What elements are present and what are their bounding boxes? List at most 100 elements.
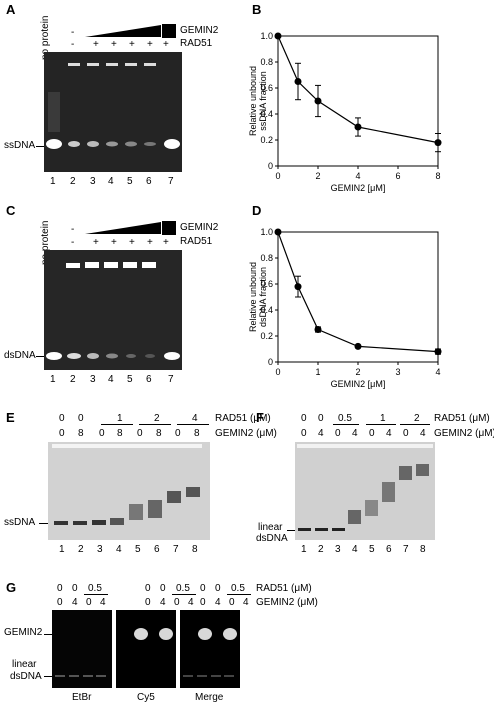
data-point (314, 97, 322, 105)
lane-5: 5 (369, 544, 375, 555)
rad51-value-3: 0.5 (231, 583, 245, 594)
data-point (294, 78, 302, 85)
x-tick-label: 0 (275, 367, 280, 377)
rad51-row-lane5: + (129, 39, 135, 50)
lane-2: 2 (70, 374, 76, 385)
x-tick-label: 1 (315, 367, 320, 377)
rad51-value-2: 0 (160, 583, 166, 594)
lane-2: 2 (78, 544, 84, 555)
band-label-ssdna: ssDNA (4, 517, 36, 528)
panel-label-c: C (6, 203, 16, 218)
gel-e (48, 442, 210, 540)
stain-label-etbr: EtBr (72, 692, 92, 703)
y-axis-label: Relative unbound (248, 66, 258, 136)
band-label-gemin2: GEMIN2 (4, 627, 43, 638)
rad51-bracket (366, 424, 396, 425)
panel-label-b: B (252, 2, 262, 17)
x-tick-label: 2 (315, 171, 320, 181)
y-tick-label: 1.0 (260, 31, 273, 41)
gemin-gradient-wedge (85, 25, 161, 37)
panel-label-f: F (256, 410, 264, 425)
gemin-value-1: 0 (200, 597, 206, 608)
x-tick-label: 4 (435, 367, 440, 377)
gemin2-label: GEMIN2 (180, 222, 219, 233)
band-label-dsdna: dsDNA (256, 533, 288, 544)
lane-4: 4 (108, 374, 114, 385)
data-point (274, 228, 282, 236)
gemin-row-value: - (71, 27, 75, 38)
lane-1: 1 (50, 176, 56, 187)
gemin2-label: GEMIN2 (μM) (434, 428, 494, 439)
rad51-label: RAD51 (μM) (215, 413, 271, 424)
gemin-value-1: 0 (59, 428, 65, 439)
x-tick-label: 6 (395, 171, 400, 181)
rad51-bracket (333, 424, 359, 425)
data-point (434, 348, 442, 356)
gemin-value-3: 0 (99, 428, 105, 439)
stain-label-cy5: Cy5 (137, 692, 155, 703)
gemin-value-6: 4 (386, 428, 392, 439)
gel-g-cy5 (116, 610, 176, 688)
rad51-value-5: 2 (414, 413, 420, 424)
panel-label-a: A (6, 2, 16, 17)
gemin-value-4: 4 (352, 428, 358, 439)
lane-1: 1 (301, 544, 307, 555)
rad51-value-5: 4 (192, 413, 198, 424)
rad51-bracket (172, 594, 196, 595)
band-label-linear: linear (12, 659, 37, 670)
y-tick-label: 0.8 (260, 253, 273, 263)
band-tick (287, 530, 295, 531)
x-tick-label: 2 (355, 367, 360, 377)
rad51-value-3: 0.5 (88, 583, 102, 594)
lane-6: 6 (146, 176, 152, 187)
band-tick (44, 634, 52, 635)
gemin-value-2: 4 (215, 597, 221, 608)
rad51-label: RAD51 (μM) (434, 413, 490, 424)
band-tick (36, 356, 44, 357)
y-tick-label: 0.2 (260, 331, 273, 341)
gemin-row-value: - (71, 224, 75, 235)
data-point (354, 342, 362, 350)
y-axis-label: Relative unbound (248, 262, 258, 332)
stain-label-merge: Merge (195, 692, 224, 703)
gemin-value-3: 0 (335, 428, 341, 439)
rad51-value-1: 0 (301, 413, 307, 424)
gemin2-label: GEMIN2 (μM) (215, 428, 277, 439)
gemin-value-8: 4 (420, 428, 426, 439)
rad51-bracket (400, 424, 430, 425)
rad51-row-lane3: + (93, 237, 99, 248)
y-axis-label: dsDNA fraction (258, 267, 268, 327)
gemin-value-3: 0 (229, 597, 235, 608)
gemin-value-4: 8 (117, 428, 123, 439)
gemin-value-1: 0 (57, 597, 63, 608)
rad51-bracket (177, 424, 209, 425)
lane-5: 5 (127, 176, 133, 187)
rad51-label: RAD51 (180, 38, 213, 49)
rad51-bracket (84, 594, 108, 595)
rad51-row-lane6: + (147, 39, 153, 50)
rad51-value-1: 0 (59, 413, 65, 424)
y-tick-label: 0 (268, 357, 273, 367)
rad51-value-3: 0.5 (176, 583, 190, 594)
gemin-value-7: 0 (403, 428, 409, 439)
band-tick (36, 146, 44, 147)
plot-frame (277, 231, 439, 363)
rad51-value-2: 0 (72, 583, 78, 594)
gel-g-merge (180, 610, 240, 688)
plot-frame (277, 35, 439, 167)
rad51-row-lane6: + (147, 237, 153, 248)
data-point (274, 32, 282, 40)
gemin-value-1: 0 (145, 597, 151, 608)
lane-4: 4 (352, 544, 358, 555)
y-tick-label: 0.8 (260, 57, 273, 67)
panel-label-e: E (6, 410, 15, 425)
lane-4: 4 (108, 176, 114, 187)
x-tick-label: 8 (435, 171, 440, 181)
lane-8: 8 (420, 544, 426, 555)
rad51-row-lane2: - (71, 237, 75, 248)
gemin-value-4: 4 (100, 597, 106, 608)
lane-5: 5 (127, 374, 133, 385)
lane-2: 2 (70, 176, 76, 187)
gel-a (44, 52, 182, 172)
lane-2: 2 (318, 544, 324, 555)
